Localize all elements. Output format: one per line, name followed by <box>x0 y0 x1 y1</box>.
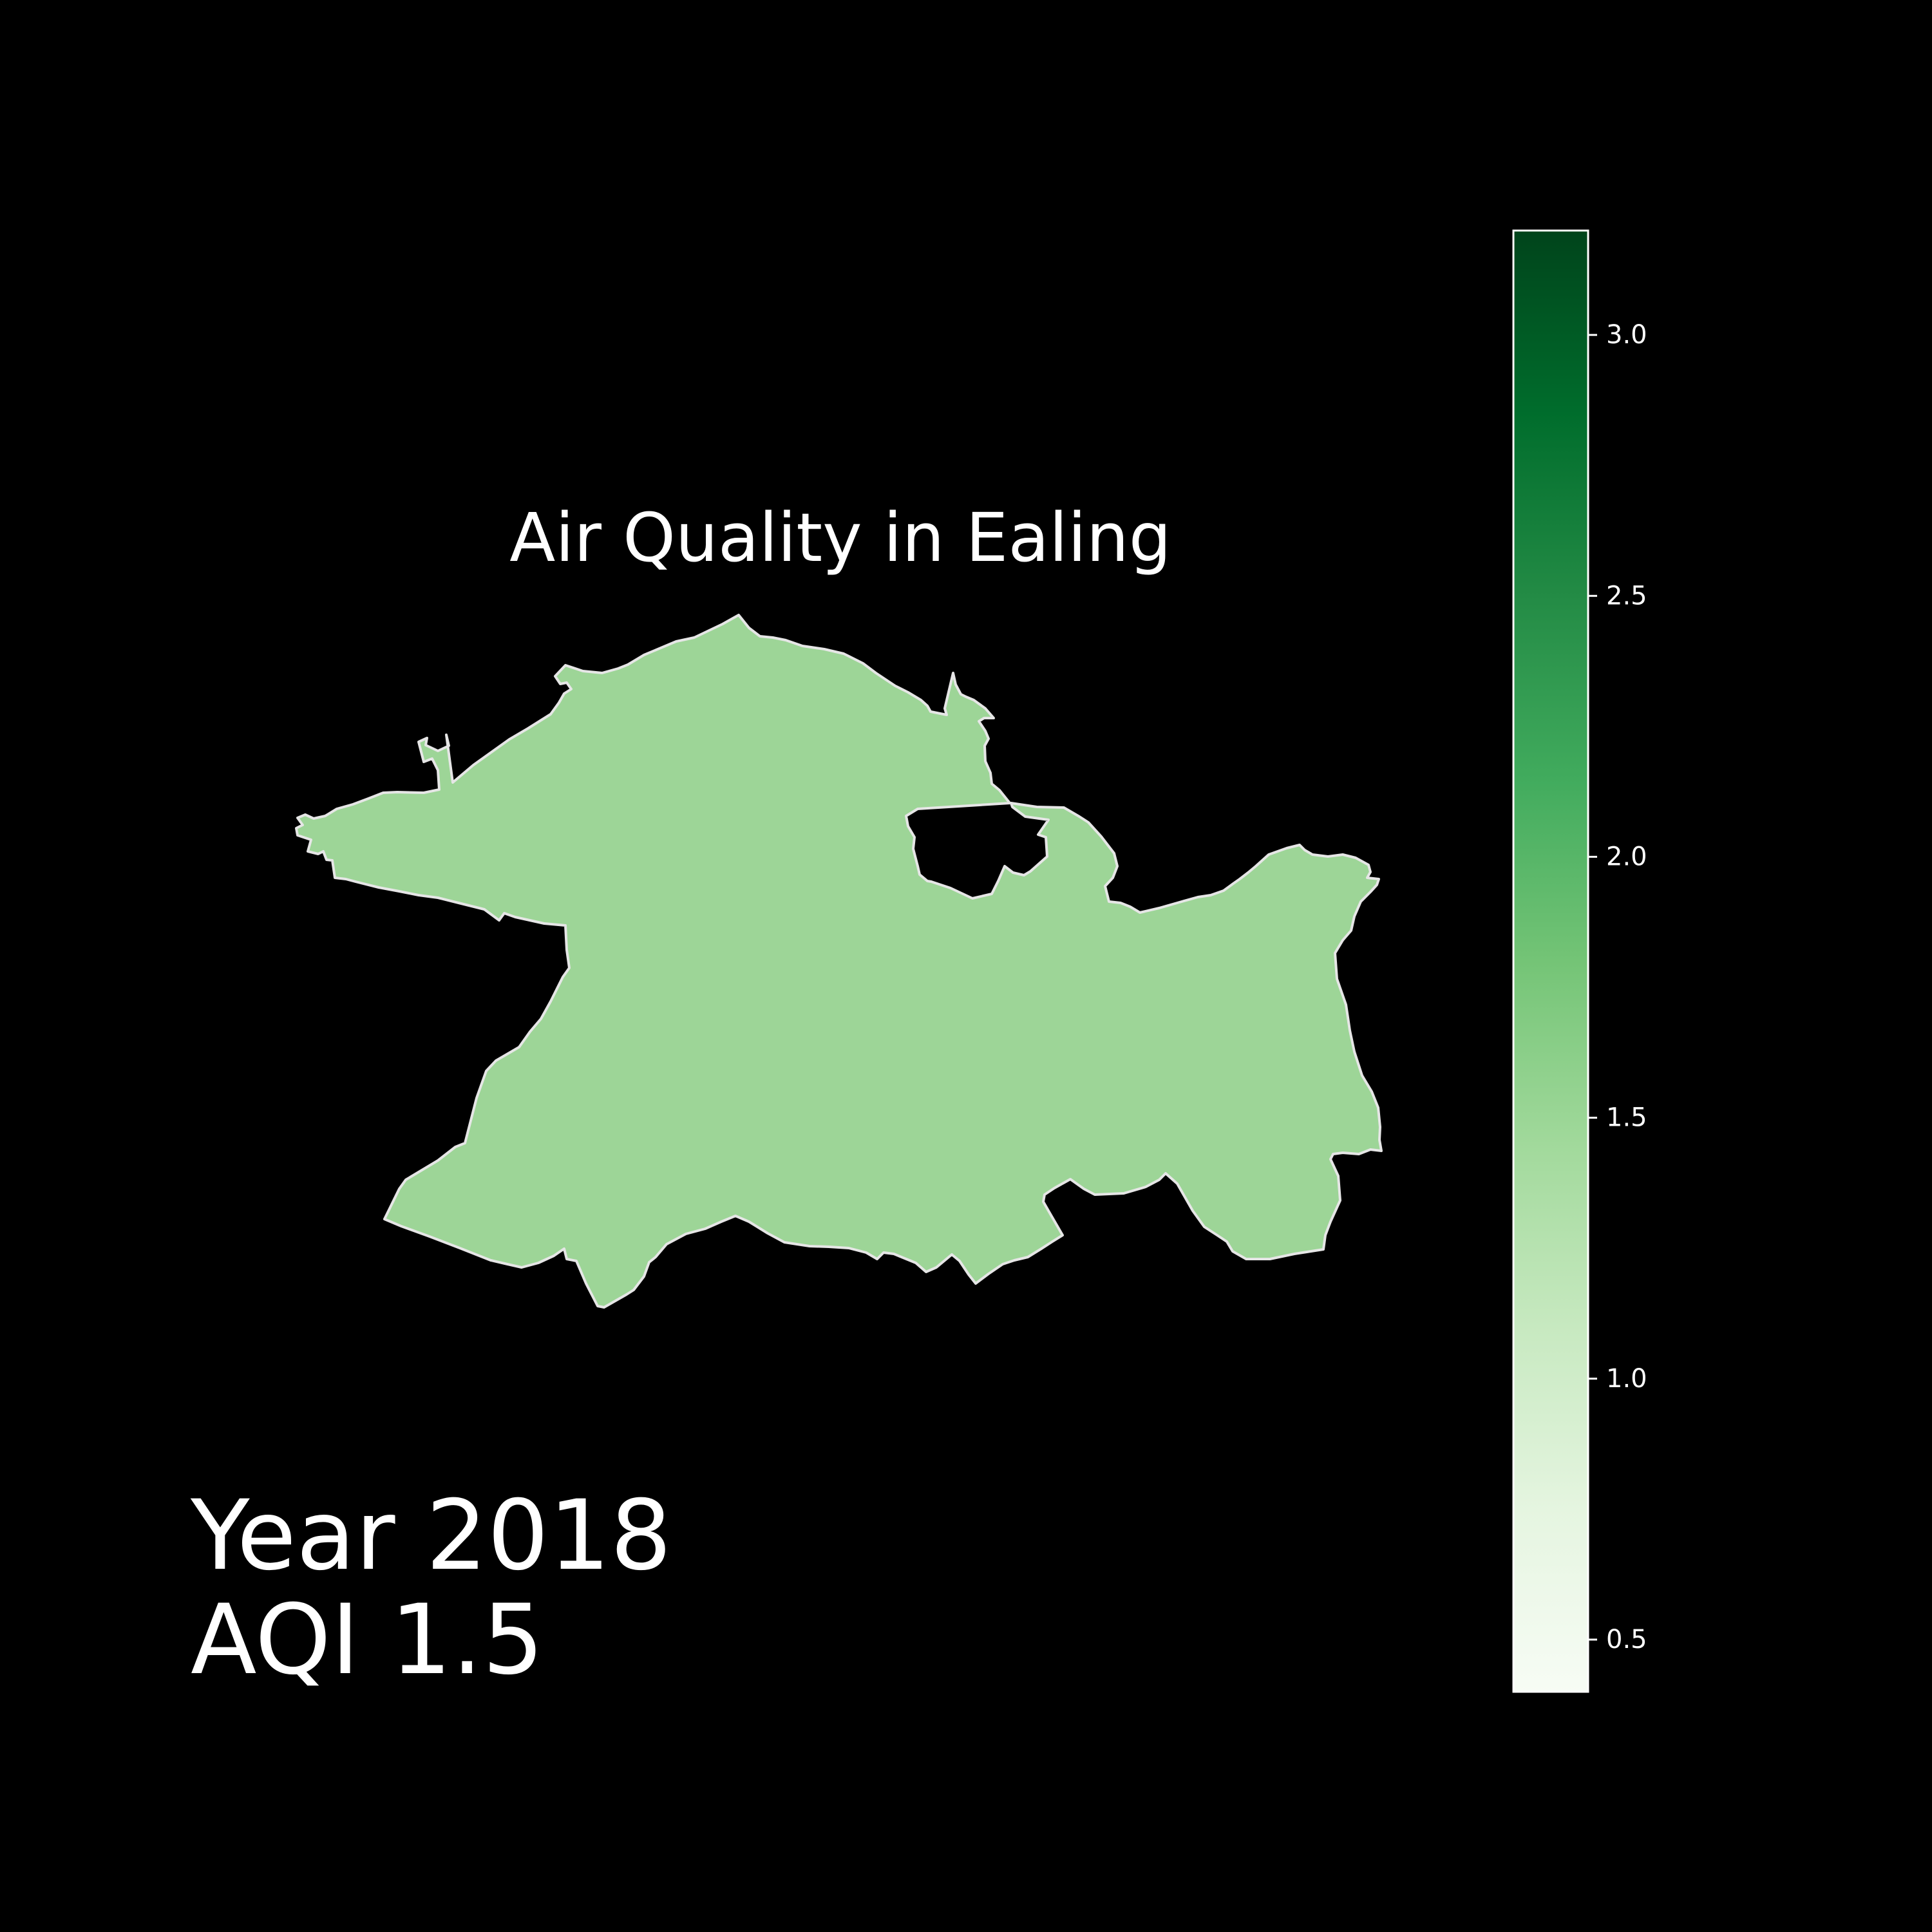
colorbar-tick-label: 1.0 <box>1606 1364 1647 1394</box>
colorbar-tick-label: 2.0 <box>1606 842 1647 871</box>
colorbar-tick-label: 2.5 <box>1606 581 1647 611</box>
colorbar-tick-label: 0.5 <box>1606 1625 1647 1654</box>
map-title: Air Quality in Ealing <box>509 498 1171 577</box>
aqi-label: AQI 1.5 <box>191 1584 544 1696</box>
ealing-borough-shape[interactable] <box>295 614 1383 1309</box>
colorbar-ticks: 0.5 1.0 1.5 2.0 2.5 3.0 <box>1588 320 1647 1654</box>
colorbar <box>1512 229 1589 1693</box>
colorbar-tick-label: 3.0 <box>1606 320 1647 350</box>
year-label: Year 2018 <box>191 1480 672 1592</box>
colorbar-tick-label: 1.5 <box>1606 1103 1647 1133</box>
